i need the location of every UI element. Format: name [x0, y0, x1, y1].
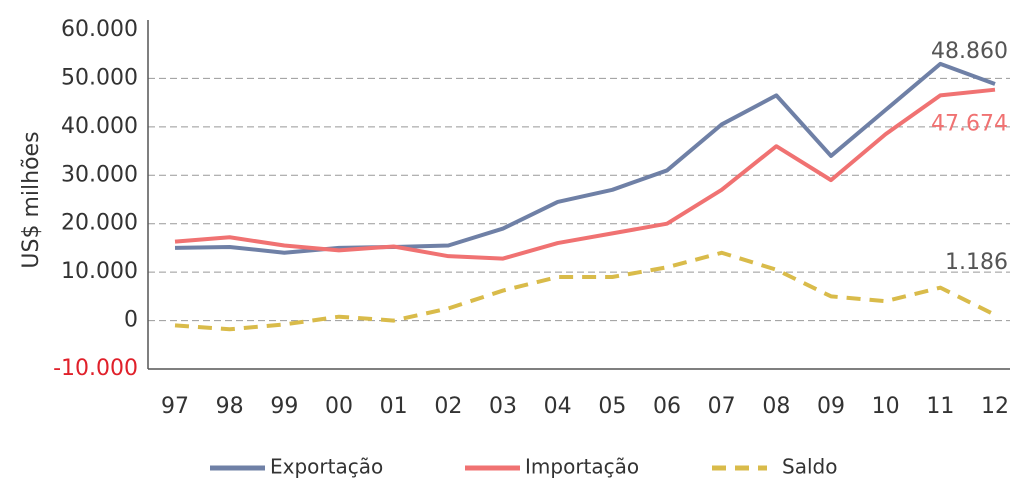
y-tick-label: 10.000 [61, 259, 138, 284]
x-tick-label: 10 [872, 394, 900, 419]
value-label: 48.860 [931, 39, 1008, 64]
value-label: 1.186 [945, 250, 1008, 275]
y-tick-label: -10.000 [53, 356, 138, 381]
x-tick-label: 09 [817, 394, 845, 419]
x-tick-label: 99 [270, 394, 298, 419]
y-tick-label: 40.000 [61, 114, 138, 139]
x-tick-label: 12 [981, 394, 1009, 419]
x-tick-label: 06 [653, 394, 681, 419]
series-line [174, 61, 996, 255]
x-tick-label: 97 [161, 394, 189, 419]
y-axis-label: US$ milhões [19, 131, 44, 268]
y-tick-label: 0 [124, 308, 138, 333]
series-line [174, 250, 996, 332]
x-tick-label: 11 [926, 394, 954, 419]
x-tick-label: 07 [708, 394, 736, 419]
x-tick-label: 04 [544, 394, 572, 419]
value-label: 47.674 [931, 112, 1008, 137]
x-tick-label: 08 [762, 394, 790, 419]
y-tick-label: 50.000 [61, 65, 138, 90]
x-tick-label: 98 [216, 394, 244, 419]
legend-label: Exportação [270, 455, 383, 479]
x-tick-label: 01 [380, 394, 408, 419]
legend-label: Saldo [782, 455, 837, 479]
legend-label: Importação [525, 455, 639, 479]
x-tick-label: 00 [325, 394, 353, 419]
y-tick-label: 30.000 [61, 162, 138, 187]
x-tick-label: 05 [598, 394, 626, 419]
series-line [174, 87, 996, 261]
y-tick-label: 20.000 [61, 211, 138, 236]
x-tick-label: 03 [489, 394, 517, 419]
x-tick-label: 02 [434, 394, 462, 419]
y-tick-label: 60.000 [61, 17, 138, 42]
